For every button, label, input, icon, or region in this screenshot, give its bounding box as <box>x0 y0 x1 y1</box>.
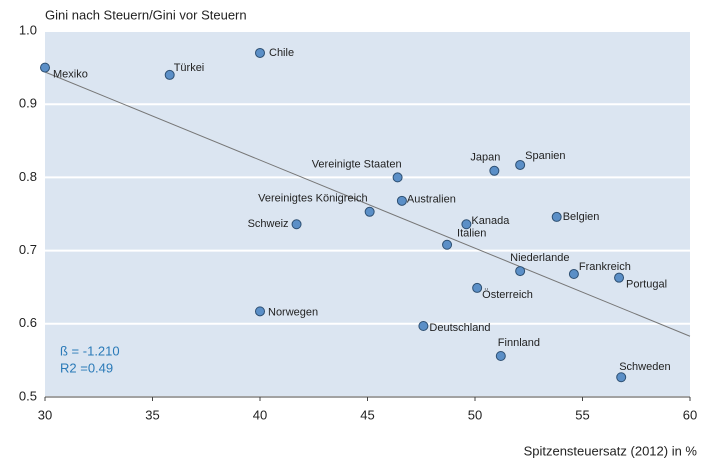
point <box>614 272 625 283</box>
point-label: Schweden <box>619 361 670 373</box>
point <box>616 372 627 383</box>
y-axis-title: Gini nach Steuern/Gini vor Steuern <box>45 7 247 22</box>
x-tick-label: 30 <box>38 407 52 422</box>
x-tick-label: 50 <box>468 407 482 422</box>
x-tick-label: 45 <box>360 407 374 422</box>
point <box>568 269 579 280</box>
point-label: Portugal <box>626 279 667 291</box>
point-label: Mexiko <box>53 69 88 81</box>
point <box>461 219 472 230</box>
point <box>255 306 265 317</box>
point-label: Spanien <box>525 150 565 162</box>
point-label: Vereinigtes Königreich <box>258 193 367 205</box>
x-tick-label: 55 <box>575 407 589 422</box>
trendline <box>44 71 691 337</box>
point <box>40 62 50 73</box>
point-label: Finnland <box>498 337 540 349</box>
point <box>515 266 526 277</box>
point <box>495 351 506 362</box>
point <box>164 69 175 80</box>
annotation: ß = -1.210 <box>60 343 120 358</box>
y-tick-label: 0.9 <box>19 96 37 111</box>
point-label: Schweiz <box>248 218 289 230</box>
point-label: Italien <box>457 228 486 240</box>
point <box>418 320 429 331</box>
x-tick-label: 40 <box>253 407 267 422</box>
point-label: Frankreich <box>579 261 631 273</box>
point-label: Chile <box>269 47 294 59</box>
y-tick-label: 0.6 <box>19 315 37 330</box>
point-label: Vereinigte Staaten <box>312 158 402 170</box>
point <box>515 159 526 170</box>
y-tick-label: 0.5 <box>19 388 37 403</box>
point-label: Kanada <box>471 215 510 227</box>
point <box>396 195 407 206</box>
point <box>392 172 403 183</box>
annotation: R2 =0.49 <box>60 360 113 375</box>
point-label: Japan <box>470 152 500 164</box>
point-label: Österreich <box>482 289 533 301</box>
y-tick-label: 1.0 <box>19 22 37 37</box>
point <box>291 219 302 230</box>
point-label: Australien <box>407 194 456 206</box>
point <box>472 282 483 293</box>
point-label: Niederlande <box>510 252 569 264</box>
x-tick-label: 60 <box>683 407 697 422</box>
point <box>442 239 453 250</box>
x-tick-label: 35 <box>145 407 159 422</box>
point <box>364 206 375 217</box>
y-tick-label: 0.7 <box>19 242 37 257</box>
point-label: Belgien <box>563 211 600 223</box>
point <box>255 47 265 58</box>
point <box>551 211 562 222</box>
x-axis-title: Spitzensteuersatz (2012) in % <box>524 443 698 458</box>
y-tick-label: 0.8 <box>19 169 37 184</box>
point-label: Deutschland <box>429 322 490 334</box>
point-label: Norwegen <box>268 306 318 318</box>
point <box>489 165 500 176</box>
point-label: Türkei <box>174 62 205 74</box>
